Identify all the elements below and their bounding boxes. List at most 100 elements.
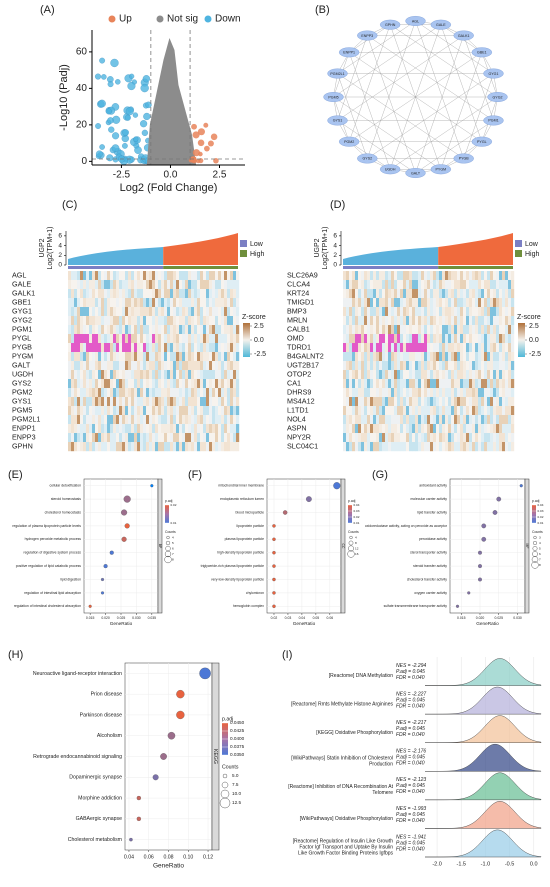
heat-cell <box>478 379 482 389</box>
heat-cell <box>361 316 365 326</box>
heat-cell <box>233 415 237 425</box>
point <box>106 154 114 162</box>
heat-cell <box>457 298 461 308</box>
heat-cell <box>179 343 183 353</box>
heat-cell <box>80 352 84 362</box>
heat-cell <box>221 442 225 452</box>
heat-cell <box>188 442 192 452</box>
heat-cell <box>439 370 443 380</box>
node-label: AGL <box>412 19 419 23</box>
heat-cell <box>487 307 491 317</box>
dot <box>176 710 185 720</box>
heat-cell <box>194 307 198 317</box>
dot <box>109 550 114 555</box>
heat-cell <box>152 379 156 389</box>
heat-cell <box>508 271 512 281</box>
heat-cell <box>460 388 464 398</box>
node-label: GYS2 <box>363 157 373 161</box>
heat-cell <box>349 361 353 371</box>
heat-cell <box>367 316 371 326</box>
heat-cell <box>137 280 141 290</box>
legend-label: 12.5 <box>232 800 241 805</box>
heat-cell <box>439 289 443 299</box>
heat-cell <box>487 361 491 371</box>
strip <box>524 478 530 614</box>
heat-cell <box>448 379 452 389</box>
heat-cell <box>463 325 467 335</box>
heat-cell <box>95 316 99 326</box>
heat-cell <box>418 307 422 317</box>
heat-cell <box>224 370 228 380</box>
legend-label: Low <box>525 241 539 248</box>
heat-cell <box>74 307 78 317</box>
heat-cell <box>113 280 117 290</box>
heat-cell <box>508 325 512 335</box>
heat-cell <box>80 343 84 353</box>
x-tick-label: -2.0 <box>432 861 441 867</box>
category-label: oxygen carrier activity <box>414 591 447 595</box>
heat-cell <box>170 280 174 290</box>
heat-cell <box>463 406 467 416</box>
heat-cell <box>427 316 431 326</box>
heat-cell <box>68 325 72 335</box>
heat-cell <box>499 307 503 317</box>
heat-cell <box>475 415 479 425</box>
heat-cell <box>128 397 132 407</box>
heat-cell <box>424 334 428 344</box>
heat-cell <box>496 379 500 389</box>
heat-cell <box>179 370 183 380</box>
heat-cell <box>188 370 192 380</box>
edge <box>415 20 494 74</box>
dot <box>150 484 154 488</box>
heat-cell <box>457 397 461 407</box>
heat-cell <box>95 424 99 434</box>
heat-cell <box>397 307 401 317</box>
heat-cell <box>203 415 207 425</box>
node-label: PGM2 <box>344 140 354 144</box>
stat-label: P.adj = 0.045 <box>396 783 425 789</box>
heat-cell <box>415 370 419 380</box>
heat-cell <box>445 415 449 425</box>
heat-cell <box>511 289 515 299</box>
heat-cell <box>349 280 353 290</box>
heat-cell <box>451 442 455 452</box>
heat-cell <box>391 352 395 362</box>
heat-cell <box>496 352 500 362</box>
heat-cell <box>391 316 395 326</box>
heat-cell <box>406 379 410 389</box>
heat-cell <box>113 433 117 443</box>
gene-label: AGL <box>12 270 26 279</box>
heat-cell <box>83 388 87 398</box>
heat-cell <box>221 289 225 299</box>
heat-cell <box>206 442 210 452</box>
heat-cell <box>164 334 168 344</box>
heat-cell <box>191 298 195 308</box>
heat-cell <box>134 442 138 452</box>
heat-cell <box>209 442 213 452</box>
heat-cell <box>442 298 446 308</box>
heat-cell <box>137 343 141 353</box>
heat-cell <box>508 280 512 290</box>
heat-cell <box>146 298 150 308</box>
heat-cell <box>143 280 147 290</box>
heat-cell <box>406 442 410 452</box>
heat-cell <box>457 334 461 344</box>
heat-cell <box>391 415 395 425</box>
stat-label: NES = -2.176 <box>396 749 426 755</box>
heat-cell <box>191 307 195 317</box>
heat-cell <box>409 343 413 353</box>
heat-cell <box>149 271 153 281</box>
node-label: GALE <box>436 23 446 27</box>
heat-cell <box>352 271 356 281</box>
heat-cell <box>191 271 195 281</box>
legend-dot <box>533 541 538 546</box>
heat-cell <box>110 325 114 335</box>
heat-cell <box>98 343 102 353</box>
heat-cell <box>131 370 135 380</box>
heat-cell <box>140 361 144 371</box>
heat-cell <box>496 388 500 398</box>
heat-cell <box>92 433 96 443</box>
heat-cell <box>125 361 129 371</box>
heat-cell <box>373 361 377 371</box>
ridge <box>425 772 542 801</box>
